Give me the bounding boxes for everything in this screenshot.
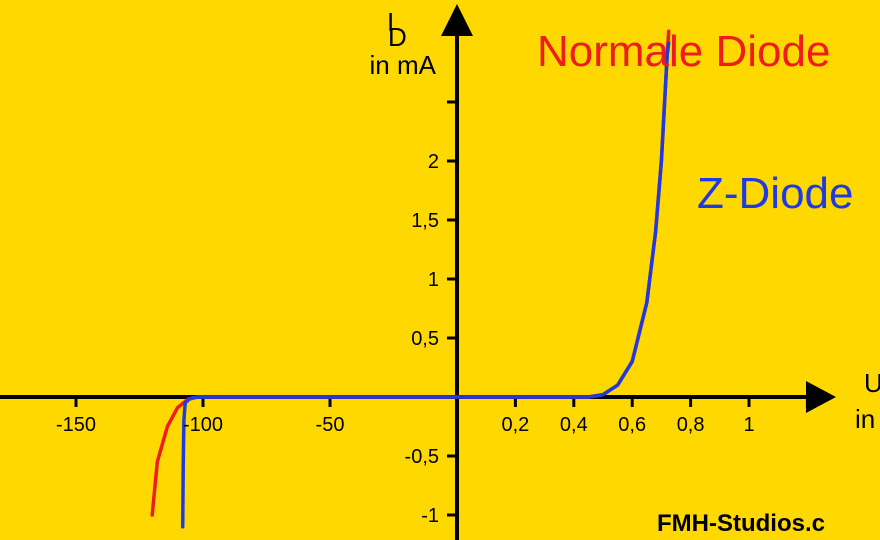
- x-tick-label: 1: [743, 414, 754, 436]
- y-axis-arrowhead: [441, 4, 473, 36]
- x-axis-label-unit: in: [855, 404, 875, 434]
- x-tick-label: -100: [183, 414, 223, 436]
- x-tick-label: 0,2: [501, 414, 529, 436]
- y-axis-label-subscript: D: [388, 22, 407, 52]
- legend-z-diode: Z-Diode: [697, 169, 854, 218]
- series-line-normale-diode: [150, 29, 671, 517]
- x-tick-label: -50: [316, 414, 345, 436]
- x-axis-label-symbol: U: [864, 368, 880, 398]
- x-tick-label: 0,8: [677, 414, 705, 436]
- y-tick-label: -0,5: [405, 446, 439, 468]
- x-axis-arrowhead: [806, 381, 836, 413]
- y-tick-label: -1: [421, 505, 439, 527]
- x-tick-label: 0,6: [618, 414, 646, 436]
- x-tick-label: -150: [56, 414, 96, 436]
- credit-text: FMH-Studios.c: [657, 510, 825, 537]
- y-tick-label: 0,5: [411, 328, 439, 350]
- y-tick-label: 1: [428, 269, 439, 291]
- y-axis-label-unit: in mA: [370, 50, 437, 80]
- y-axis-label-symbol: I: [387, 7, 394, 37]
- legend-normale-diode: Normale Diode: [537, 27, 830, 76]
- x-tick-label: 0,4: [560, 414, 588, 436]
- series-line-z-diode: [180, 41, 671, 529]
- y-tick-label: 2: [428, 151, 439, 173]
- y-tick-label: 1,5: [411, 210, 439, 232]
